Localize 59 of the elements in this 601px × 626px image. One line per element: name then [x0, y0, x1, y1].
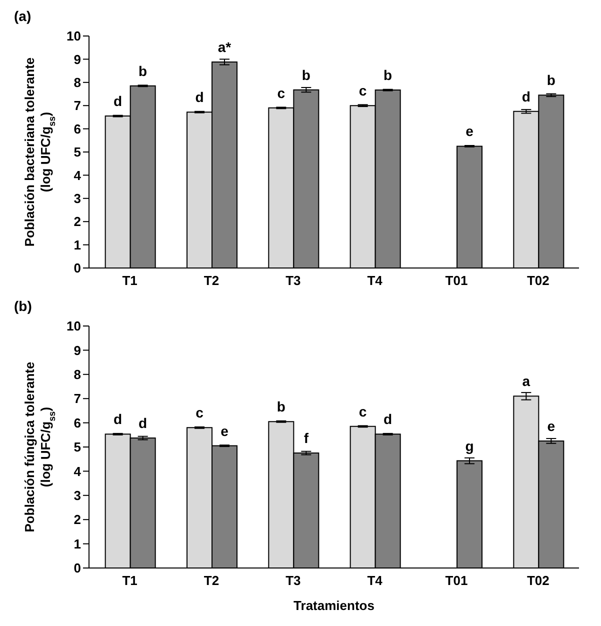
- x-tick-label: T3: [286, 573, 301, 588]
- y-tick-label: 5: [74, 144, 81, 160]
- data-label: e: [466, 123, 474, 140]
- data-label: a*: [218, 38, 232, 55]
- y-tick-label: 2: [74, 214, 81, 230]
- y-tick-label: 9: [74, 52, 81, 67]
- y-tick-label: 4: [74, 168, 82, 183]
- data-label: c: [277, 84, 286, 101]
- y-tick-label: 7: [74, 98, 81, 114]
- y-tick-label: 5: [74, 440, 81, 455]
- chart-title: (b): [14, 298, 32, 314]
- data-label: b: [384, 67, 392, 84]
- data-label: c: [358, 403, 367, 420]
- y-tick-label: 3: [74, 488, 81, 504]
- data-label: b: [276, 398, 286, 415]
- x-tick-label: T4: [367, 573, 384, 588]
- data-label: f: [304, 430, 309, 446]
- x-tick-label: T1: [122, 573, 138, 588]
- y-tick-label: 0: [74, 260, 81, 276]
- x-tick-label: T01: [445, 573, 468, 588]
- x-tick-label: T02: [526, 573, 550, 588]
- data-label: e: [547, 418, 556, 434]
- data-label: b: [138, 62, 148, 79]
- data-label: b: [546, 72, 556, 88]
- y-tick-label: 0: [74, 560, 81, 576]
- data-label: c: [358, 82, 367, 99]
- data-label: d: [384, 411, 392, 428]
- y-tick-label: 9: [74, 342, 81, 358]
- y-tick-label: 8: [74, 367, 81, 382]
- y-tick-label: 6: [74, 415, 81, 430]
- y-tick-label: 3: [74, 191, 81, 206]
- y-tick-label: 1: [74, 536, 81, 552]
- x-tick-label: T1: [122, 273, 138, 288]
- data-label: d: [114, 93, 122, 110]
- y-tick-label: 2: [74, 512, 81, 528]
- data-label: d: [195, 89, 204, 106]
- data-label: a: [522, 373, 530, 390]
- x-tick-label: T02: [526, 273, 550, 288]
- data-label: d: [138, 415, 148, 432]
- data-label: b: [302, 66, 310, 83]
- data-label: d: [114, 411, 122, 428]
- y-tick-label: 10: [66, 28, 81, 44]
- y-tick-label: 7: [74, 391, 81, 406]
- y-tick-label: 10: [66, 318, 81, 334]
- x-tick-label: T2: [204, 573, 220, 588]
- data-label: e: [220, 422, 229, 439]
- x-tick-label: T4: [367, 273, 384, 288]
- x-axis-title: Tratamientos: [294, 598, 374, 613]
- x-tick-label: T3: [286, 273, 301, 288]
- y-tick-label: 6: [74, 121, 81, 136]
- data-label: d: [522, 88, 530, 104]
- y-tick-label: 8: [74, 75, 81, 90]
- x-tick-label: T2: [204, 273, 220, 288]
- y-tick-label: 4: [74, 464, 82, 479]
- data-label: c: [196, 404, 204, 421]
- x-tick-label: T01: [445, 273, 468, 288]
- y-tick-label: 1: [74, 237, 81, 252]
- data-label: g: [465, 438, 474, 454]
- chart-title: (a): [14, 8, 32, 24]
